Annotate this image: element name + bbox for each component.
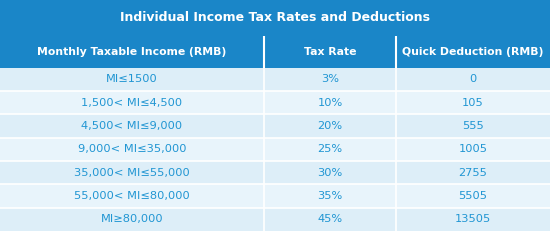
Bar <box>0 114 264 138</box>
Bar <box>396 68 550 91</box>
Bar <box>0 91 264 114</box>
Bar <box>0 138 264 161</box>
Bar <box>264 161 396 184</box>
Text: 5505: 5505 <box>459 191 487 201</box>
Bar <box>0 36 264 68</box>
Text: Individual Income Tax Rates and Deductions: Individual Income Tax Rates and Deductio… <box>120 11 430 24</box>
Bar <box>396 138 550 161</box>
Bar <box>264 91 396 114</box>
Bar <box>396 114 550 138</box>
Text: 4,500< MI≤9,000: 4,500< MI≤9,000 <box>81 121 183 131</box>
Text: 30%: 30% <box>317 168 343 178</box>
Text: MI≥80,000: MI≥80,000 <box>101 214 163 224</box>
Text: 13505: 13505 <box>455 214 491 224</box>
Text: 555: 555 <box>462 121 484 131</box>
Bar <box>264 36 396 68</box>
Bar <box>396 161 550 184</box>
Text: Quick Deduction (RMB): Quick Deduction (RMB) <box>402 47 544 57</box>
Bar <box>0 161 264 184</box>
Text: 25%: 25% <box>317 144 343 154</box>
Bar <box>264 68 396 91</box>
Text: 0: 0 <box>469 74 477 84</box>
Bar <box>0 208 264 231</box>
Text: 1005: 1005 <box>459 144 487 154</box>
Text: Monthly Taxable Income (RMB): Monthly Taxable Income (RMB) <box>37 47 227 57</box>
Bar <box>396 91 550 114</box>
Text: 105: 105 <box>462 98 484 108</box>
Bar <box>264 114 396 138</box>
Bar <box>396 36 550 68</box>
Text: 3%: 3% <box>321 74 339 84</box>
Text: Tax Rate: Tax Rate <box>304 47 356 57</box>
Text: 35,000< MI≤55,000: 35,000< MI≤55,000 <box>74 168 190 178</box>
Text: 45%: 45% <box>317 214 343 224</box>
Bar <box>0 0 550 36</box>
Text: 55,000< MI≤80,000: 55,000< MI≤80,000 <box>74 191 190 201</box>
Text: 9,000< MI≤35,000: 9,000< MI≤35,000 <box>78 144 186 154</box>
Text: 35%: 35% <box>317 191 343 201</box>
Bar <box>264 138 396 161</box>
Text: 1,500< MI≤4,500: 1,500< MI≤4,500 <box>81 98 183 108</box>
Bar <box>264 184 396 208</box>
Text: 20%: 20% <box>317 121 343 131</box>
Bar <box>264 208 396 231</box>
Text: 10%: 10% <box>317 98 343 108</box>
Bar <box>396 184 550 208</box>
Bar <box>0 68 264 91</box>
Text: MI≤1500: MI≤1500 <box>106 74 158 84</box>
Bar <box>396 208 550 231</box>
Text: 2755: 2755 <box>459 168 487 178</box>
Bar <box>0 184 264 208</box>
